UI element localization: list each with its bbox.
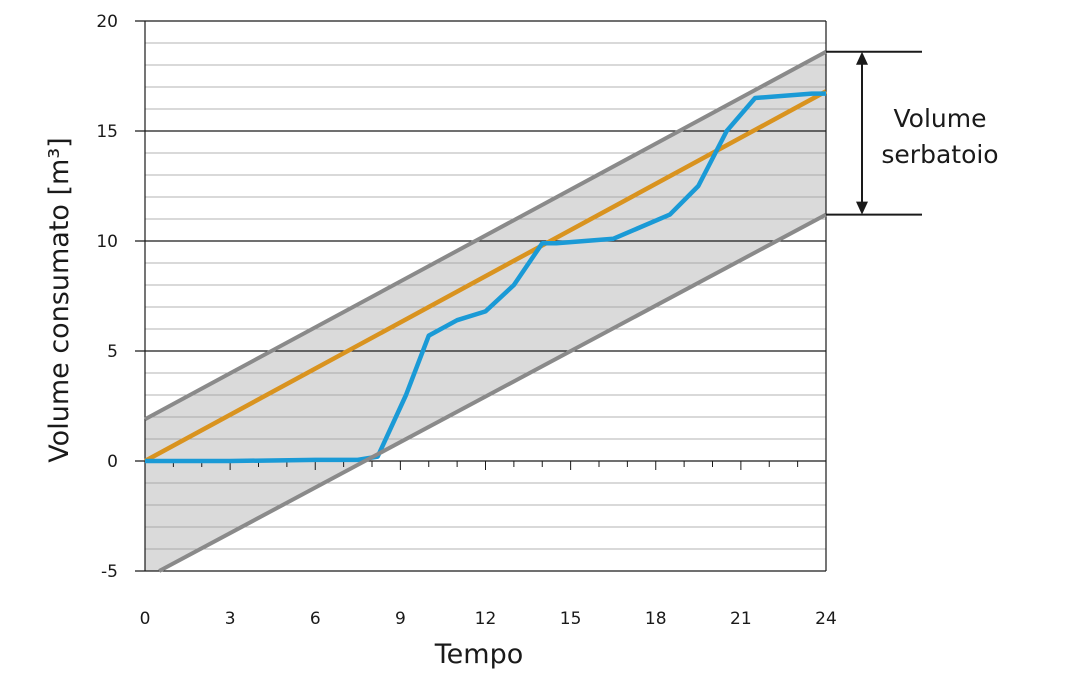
x-tick-label: 9	[395, 609, 406, 629]
annotation-line-2: serbatoio	[881, 140, 998, 169]
x-tick-label: 3	[225, 609, 236, 629]
x-tick-label: 0	[140, 609, 151, 629]
y-tick-label: 20	[96, 12, 118, 32]
x-tick-label: 18	[645, 609, 667, 629]
annotation-arrowhead-top	[856, 51, 868, 65]
axis-layer	[144, 21, 827, 571]
y-tick-label: 10	[96, 232, 118, 252]
y-tick-label: 5	[107, 342, 118, 362]
y-tick-label: 15	[96, 122, 118, 142]
y-axis-title: Volume consumato [m³]	[44, 137, 75, 462]
series-line-3	[144, 50, 827, 421]
x-tick-label: 24	[815, 609, 837, 629]
series-layer	[143, 50, 828, 573]
annotation-line-1: Volume	[894, 104, 987, 133]
x-tick-label: 21	[730, 609, 752, 629]
annotation-layer: Volume serbatoio	[826, 50, 999, 216]
x-axis-title: Tempo	[434, 639, 523, 670]
x-tick-label: 12	[475, 609, 497, 629]
y-tick-label: 0	[107, 452, 118, 472]
y-tick-label: -5	[101, 562, 118, 582]
series-line-1	[143, 89, 828, 463]
series-line-2	[145, 91, 826, 464]
annotation-arrowhead-bottom	[856, 201, 868, 215]
x-tick-label: 15	[560, 609, 582, 629]
grid-layer	[135, 20, 826, 572]
tick-layer: 20 15 10 5 0 -5 0 3 6 9 12 15 18 21 24	[96, 12, 836, 629]
series-line-4	[158, 212, 827, 573]
x-tick-label: 6	[310, 609, 321, 629]
